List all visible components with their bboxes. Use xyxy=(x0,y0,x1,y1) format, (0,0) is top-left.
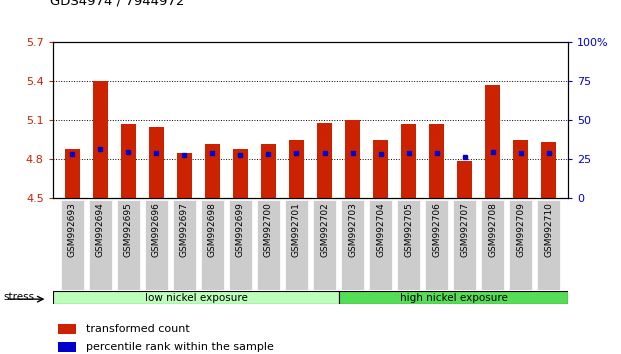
Text: GSM992699: GSM992699 xyxy=(236,202,245,257)
Bar xyxy=(148,127,164,198)
Text: GSM992698: GSM992698 xyxy=(208,202,217,257)
FancyBboxPatch shape xyxy=(145,200,168,290)
FancyBboxPatch shape xyxy=(341,200,364,290)
Text: high nickel exposure: high nickel exposure xyxy=(400,293,507,303)
Bar xyxy=(373,140,388,198)
Text: GSM992703: GSM992703 xyxy=(348,202,357,257)
Text: GSM992702: GSM992702 xyxy=(320,202,329,257)
FancyBboxPatch shape xyxy=(313,200,336,290)
FancyBboxPatch shape xyxy=(117,200,140,290)
FancyBboxPatch shape xyxy=(61,200,84,290)
FancyBboxPatch shape xyxy=(481,200,504,290)
Text: GSM992709: GSM992709 xyxy=(516,202,525,257)
Bar xyxy=(457,161,473,198)
Bar xyxy=(541,142,556,198)
FancyBboxPatch shape xyxy=(285,200,308,290)
FancyBboxPatch shape xyxy=(509,200,532,290)
Text: GSM992705: GSM992705 xyxy=(404,202,413,257)
Text: GSM992704: GSM992704 xyxy=(376,202,385,257)
Bar xyxy=(93,81,108,198)
FancyBboxPatch shape xyxy=(173,200,196,290)
Bar xyxy=(58,324,76,334)
Bar xyxy=(65,149,80,198)
Bar xyxy=(177,153,192,198)
FancyBboxPatch shape xyxy=(257,200,280,290)
Text: GSM992700: GSM992700 xyxy=(264,202,273,257)
Bar xyxy=(401,124,416,198)
FancyBboxPatch shape xyxy=(453,200,476,290)
Text: GSM992707: GSM992707 xyxy=(460,202,469,257)
Text: GSM992697: GSM992697 xyxy=(180,202,189,257)
Bar xyxy=(429,124,444,198)
Text: GDS4974 / 7944972: GDS4974 / 7944972 xyxy=(50,0,184,7)
Bar xyxy=(261,144,276,198)
Bar xyxy=(289,140,304,198)
Bar xyxy=(205,144,220,198)
Bar xyxy=(345,120,360,198)
Text: stress: stress xyxy=(3,292,34,302)
Text: GSM992693: GSM992693 xyxy=(68,202,77,257)
FancyBboxPatch shape xyxy=(229,200,252,290)
Bar xyxy=(339,291,568,304)
Text: GSM992695: GSM992695 xyxy=(124,202,133,257)
Bar xyxy=(58,342,76,352)
Text: GSM992708: GSM992708 xyxy=(488,202,497,257)
Bar xyxy=(485,85,501,198)
Text: GSM992706: GSM992706 xyxy=(432,202,441,257)
FancyBboxPatch shape xyxy=(89,200,112,290)
Bar xyxy=(317,123,332,198)
FancyBboxPatch shape xyxy=(201,200,224,290)
FancyBboxPatch shape xyxy=(397,200,420,290)
FancyBboxPatch shape xyxy=(425,200,448,290)
Text: percentile rank within the sample: percentile rank within the sample xyxy=(86,342,274,352)
Bar xyxy=(120,124,136,198)
Bar xyxy=(513,140,528,198)
Text: GSM992696: GSM992696 xyxy=(152,202,161,257)
FancyBboxPatch shape xyxy=(369,200,392,290)
Bar xyxy=(233,149,248,198)
FancyBboxPatch shape xyxy=(537,200,560,290)
Text: GSM992694: GSM992694 xyxy=(96,202,105,257)
Text: GSM992701: GSM992701 xyxy=(292,202,301,257)
Text: low nickel exposure: low nickel exposure xyxy=(145,293,247,303)
Bar xyxy=(53,291,339,304)
Text: GSM992710: GSM992710 xyxy=(544,202,553,257)
Text: transformed count: transformed count xyxy=(86,324,189,334)
